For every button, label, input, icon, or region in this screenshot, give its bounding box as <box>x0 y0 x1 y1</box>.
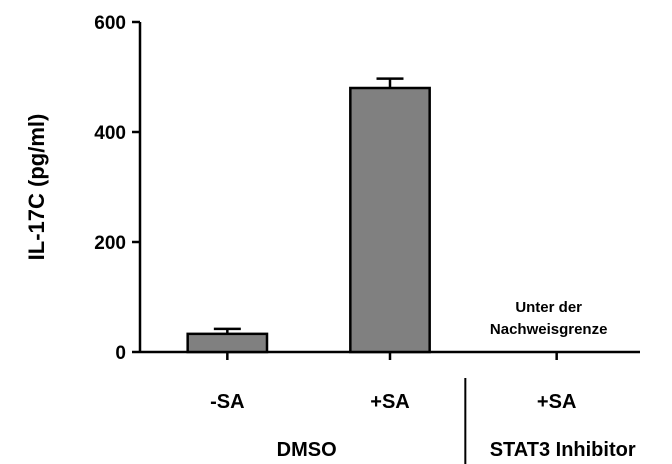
group-label: STAT3 Inhibitor <box>490 439 636 461</box>
chart-bars <box>186 77 431 354</box>
y-axis-label: IL-17C (pg/ml) <box>24 114 49 261</box>
category-label: +SA <box>537 391 576 413</box>
y-tick-label: 600 <box>94 13 126 34</box>
y-tick-label: 200 <box>94 233 126 254</box>
bar <box>349 86 431 354</box>
category-label: -SA <box>210 391 244 413</box>
annotation-text: Unter der <box>515 299 582 316</box>
category-label: +SA <box>370 391 409 413</box>
group-label: DMSO <box>277 439 337 461</box>
bar <box>186 332 269 354</box>
annotation-text: Nachweisgrenze <box>490 321 608 338</box>
y-tick-label: 400 <box>94 123 126 144</box>
chart-labels: 0 200 400 600 IL-17C (pg/ml) -SA +SA +SA Unter d… <box>24 13 636 461</box>
y-tick-label: 0 <box>115 343 126 364</box>
